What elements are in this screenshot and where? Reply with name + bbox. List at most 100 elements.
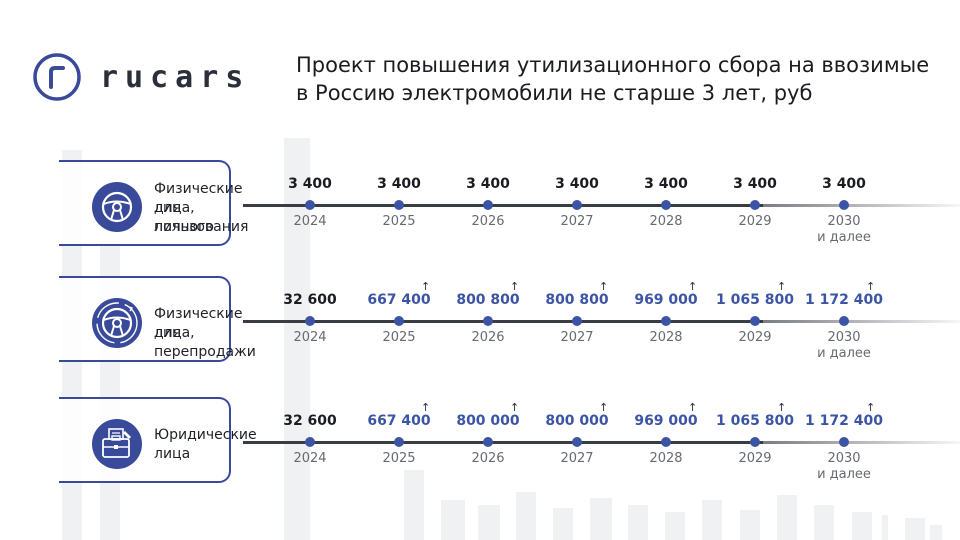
fee-value: 667 400 [367,413,431,429]
timeline-dot [394,316,404,326]
increase-arrow-icon: ↑ [599,401,609,414]
fee-value: 1 172 400 [805,292,883,308]
timeline-row: Физические лица, для перепродажи 32 600 202… [0,276,960,376]
page-title: Проект повышения утилизационного сбора н… [296,51,936,107]
fee-value: 800 800 [545,292,609,308]
year-note: и далее [817,230,871,245]
year-label: 2030 [827,330,861,345]
category-card: Физические лица, для перепродажи [59,276,256,362]
category-label: лица [154,446,191,462]
timeline-dot [305,437,315,447]
category-label: Юридические [154,427,257,443]
timeline-dot [305,316,315,326]
background-bar [930,525,942,540]
year-label: 2030 [827,451,861,466]
background-bar [404,470,424,540]
year-label: 2025 [382,214,416,229]
background-bar [814,505,834,540]
year-label: 2028 [649,214,683,229]
fee-value: 969 000 [634,413,698,429]
year-label: 2026 [471,330,505,345]
year-label: 2025 [382,451,416,466]
briefcase-documents-icon [92,419,142,469]
year-label: 2027 [560,451,594,466]
fee-value: 1 065 800 [716,413,794,429]
fee-value: 3 400 [288,176,332,192]
fee-value: 3 400 [377,176,421,192]
year-label: 2028 [649,451,683,466]
year-label: 2024 [293,451,327,466]
category-card: Юридические лица [59,397,257,483]
year-label: 2027 [560,330,594,345]
fee-value: 3 400 [733,176,777,192]
background-bar [478,505,500,540]
fee-value: 3 400 [466,176,510,192]
fee-value: 667 400 [367,292,431,308]
timeline-dot [483,437,493,447]
increase-arrow-icon: ↑ [599,280,609,293]
timeline-row: Юридические лица 32 600 2024 667 400 ↑ 2025 800… [0,397,960,497]
increase-arrow-icon: ↑ [866,401,876,414]
timeline-line [243,441,763,444]
increase-arrow-icon: ↑ [866,280,876,293]
increase-arrow-icon: ↑ [421,280,431,293]
category-card: Физические лица, для личного пользования [59,160,248,246]
year-label: 2030 [827,214,861,229]
timeline-dot [305,200,315,210]
year-label: 2029 [738,214,772,229]
fee-value: 3 400 [555,176,599,192]
title-line-1: Проект повышения утилизационного сбора н… [296,53,930,77]
year-label: 2024 [293,330,327,345]
fee-value: 1 172 400 [805,413,883,429]
timeline-row: Физические лица, для личного пользования 3 … [0,160,960,260]
year-label: 2029 [738,330,772,345]
year-note: и далее [817,467,871,482]
category-label: Физические лица, [154,306,243,341]
background-bar [516,492,536,540]
timeline-line [243,320,763,323]
timeline-dot [839,200,849,210]
fee-value: 32 600 [283,413,337,429]
category-label: для перепродажи [154,325,256,360]
background-bar [441,500,465,540]
rucars-logo: rucars [32,52,250,102]
fee-value: 3 400 [822,176,866,192]
timeline-dot [394,437,404,447]
increase-arrow-icon: ↑ [777,401,787,414]
year-label: 2027 [560,214,594,229]
fee-value: 32 600 [283,292,337,308]
increase-arrow-icon: ↑ [510,280,520,293]
timeline-dot [750,316,760,326]
background-bar [905,518,925,540]
year-label: 2028 [649,330,683,345]
timeline-dot [839,316,849,326]
background-bar [882,515,888,540]
increase-arrow-icon: ↑ [688,401,698,414]
timeline-dot [572,316,582,326]
year-label: 2024 [293,214,327,229]
timeline-dot [661,316,671,326]
timeline-dot [661,200,671,210]
year-label: 2026 [471,451,505,466]
fee-value: 1 065 800 [716,292,794,308]
background-bar [702,500,722,540]
timeline-dot [839,437,849,447]
increase-arrow-icon: ↑ [510,401,520,414]
steering-wheel-cycle-icon [92,298,142,348]
timeline-line [243,204,763,207]
timeline-dot [572,200,582,210]
timeline-dot [572,437,582,447]
increase-arrow-icon: ↑ [777,280,787,293]
year-label: 2029 [738,451,772,466]
rucars-logo-icon [33,53,81,101]
background-bar [628,505,648,540]
logo-text: rucars [100,59,251,95]
title-line-2: в Россию электромобили не старше 3 лет, … [296,81,813,105]
timeline-line-fade [763,204,960,207]
fee-value: 800 000 [545,413,609,429]
fee-value: 800 800 [456,292,520,308]
year-label: 2025 [382,330,416,345]
background-bar [777,495,797,540]
category-label: пользования [154,219,249,235]
